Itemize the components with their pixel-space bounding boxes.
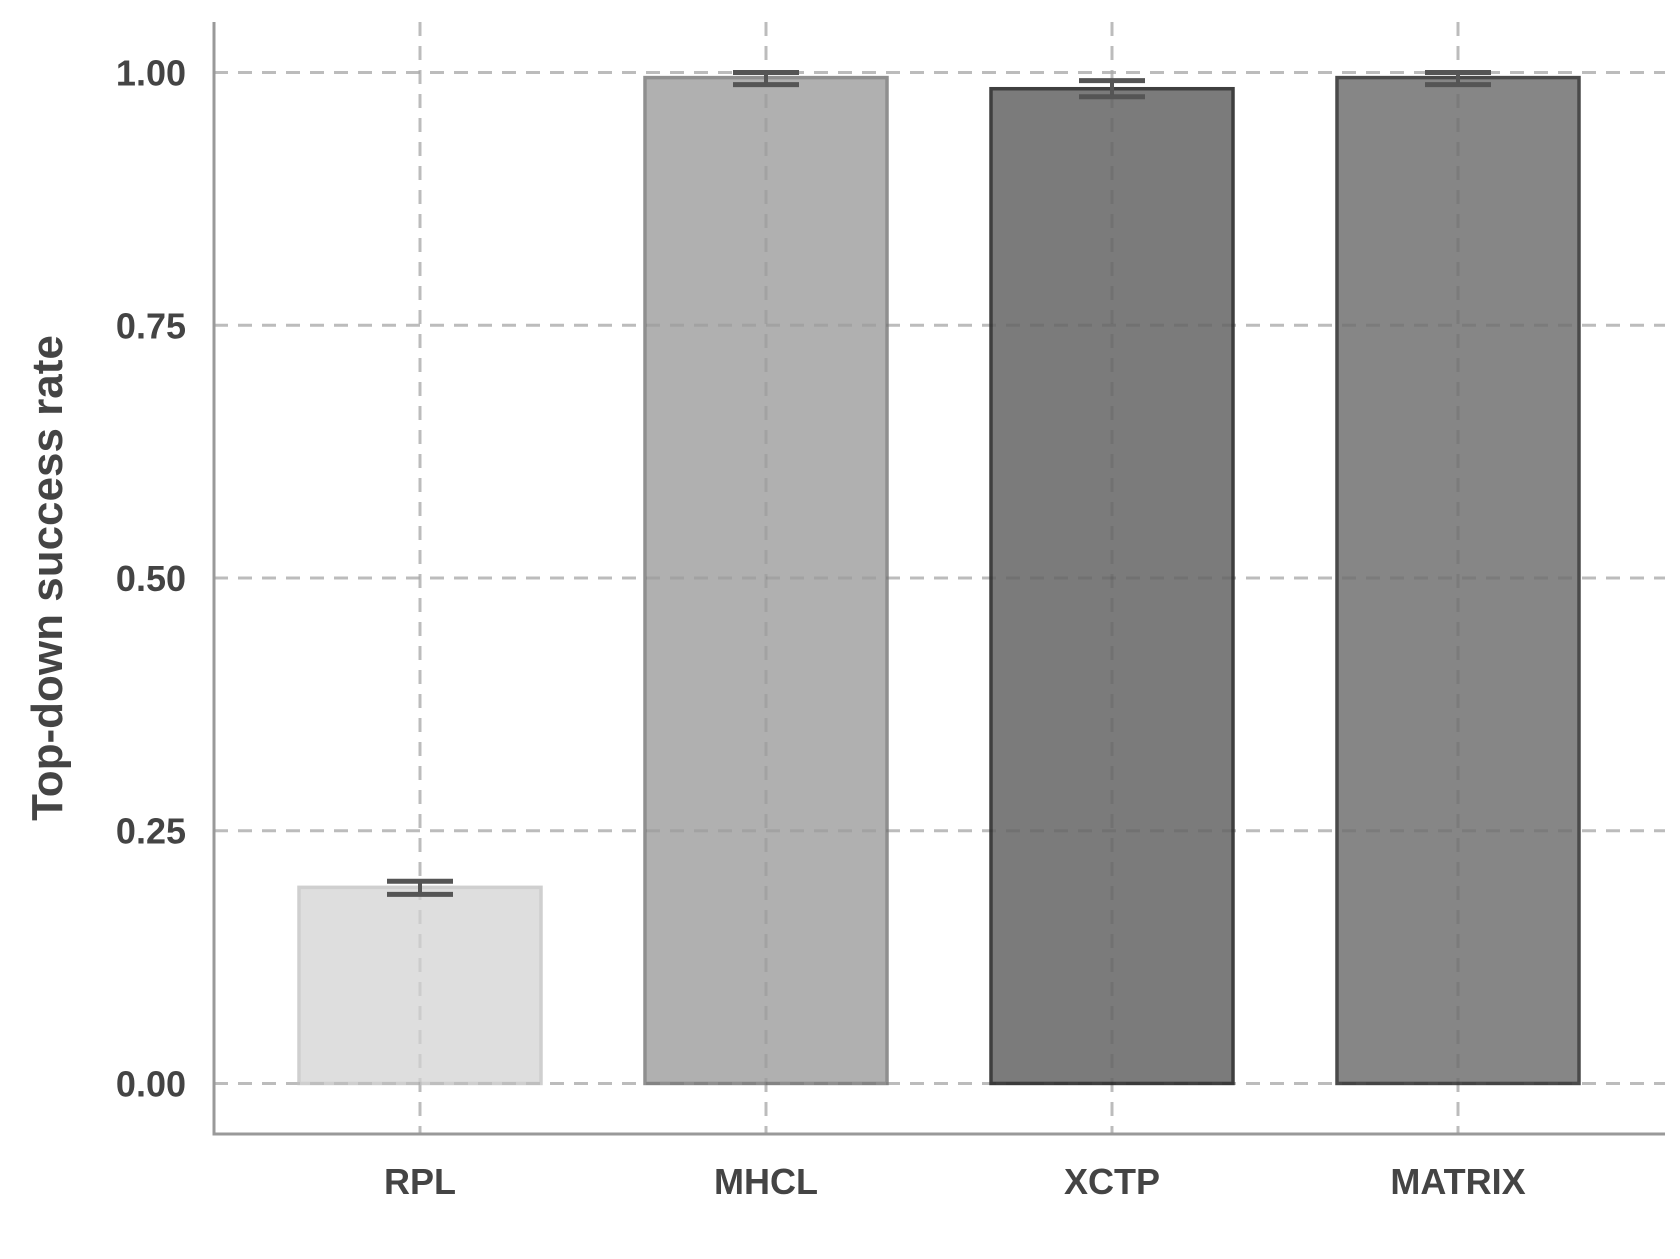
bars — [297, 75, 1581, 1086]
bar-matrix — [1335, 75, 1581, 1086]
y-tick-label: 0.25 — [116, 811, 186, 852]
y-tick-label: 0.75 — [116, 305, 186, 346]
x-tick-label-xctp: XCTP — [1064, 1161, 1160, 1202]
y-tick-label: 0.50 — [116, 558, 186, 599]
error-bars — [387, 70, 1491, 897]
x-tick-label-rpl: RPL — [384, 1161, 456, 1202]
x-tick-label-mhcl: MHCL — [714, 1161, 818, 1202]
bar-mhcl — [643, 75, 889, 1086]
y-tick-label: 0.00 — [116, 1063, 186, 1104]
y-tick-label: 1.00 — [116, 53, 186, 94]
bar-xctp — [989, 86, 1235, 1086]
x-tick-label-matrix: MATRIX — [1390, 1161, 1525, 1202]
y-axis-title: Top-down success rate — [23, 335, 72, 821]
grid-lines-over-bars — [214, 22, 1665, 1134]
